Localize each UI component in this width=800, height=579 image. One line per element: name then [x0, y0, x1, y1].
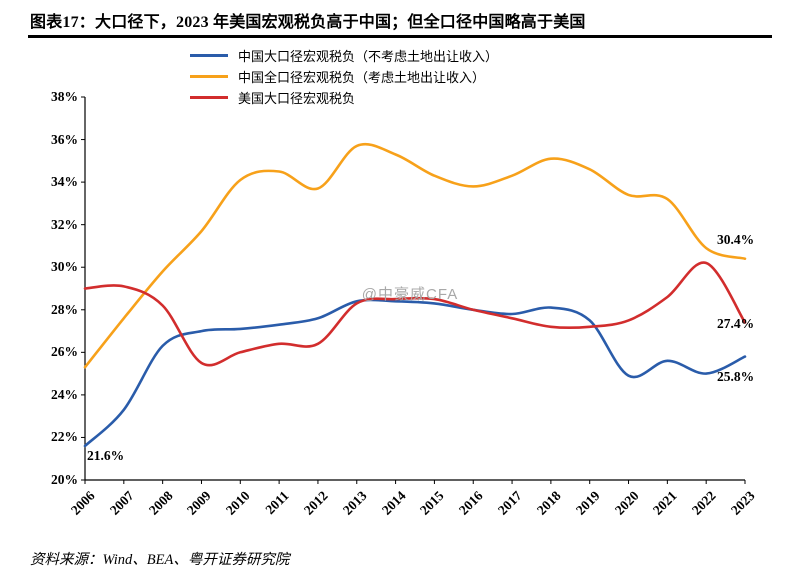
legend-item-0: 中国大口径宏观税负（不考虑土地出让收入）: [190, 47, 498, 64]
y-tick-label: 34%: [51, 174, 78, 190]
y-tick-label: 38%: [51, 89, 78, 104]
series-line-0: [83, 298, 747, 448]
legend-label: 中国全口径宏观税负（考虑土地出让收入）: [238, 70, 486, 85]
title-underline: [28, 35, 772, 38]
legend-item-1: 中国全口径宏观税负（考虑土地出让收入）: [190, 68, 498, 85]
y-tick-label: 36%: [51, 131, 78, 147]
y-tick-label: 24%: [51, 386, 78, 402]
y-tick-label: 32%: [51, 216, 78, 232]
y-tick-label: 20%: [51, 472, 78, 487]
y-tick-label: 22%: [51, 429, 78, 445]
legend-line-swatch: [190, 75, 228, 78]
series-line-1: [83, 142, 747, 369]
legend-line-swatch: [190, 54, 228, 57]
legend-label: 中国大口径宏观税负（不考虑土地出让收入）: [238, 49, 499, 64]
data-label: 30.4%: [717, 231, 755, 247]
y-tick-label: 26%: [51, 344, 78, 360]
legend-item-2: 美国大口径宏观税负: [190, 89, 498, 106]
y-tick-label: 30%: [51, 259, 78, 275]
data-label: 21.6%: [87, 447, 125, 463]
y-tick-label: 28%: [51, 301, 78, 317]
legend: 中国大口径宏观税负（不考虑土地出让收入） 中国全口径宏观税负（考虑土地出让收入） 美…: [190, 47, 498, 106]
legend-label: 美国大口径宏观税负: [238, 91, 356, 106]
data-label: 25.8%: [717, 368, 755, 384]
source-note: 资料来源：Wind、BEA、粤开证券研究院: [30, 552, 290, 568]
series-line-2: [83, 261, 747, 367]
watermark: @中豪威CFA: [361, 286, 459, 303]
legend-line-swatch: [190, 96, 228, 99]
chart-title: 图表17：大口径下，2023 年美国宏观税负高于中国；但全口径中国略高于美国: [30, 14, 586, 31]
data-label: 27.4%: [717, 315, 755, 331]
